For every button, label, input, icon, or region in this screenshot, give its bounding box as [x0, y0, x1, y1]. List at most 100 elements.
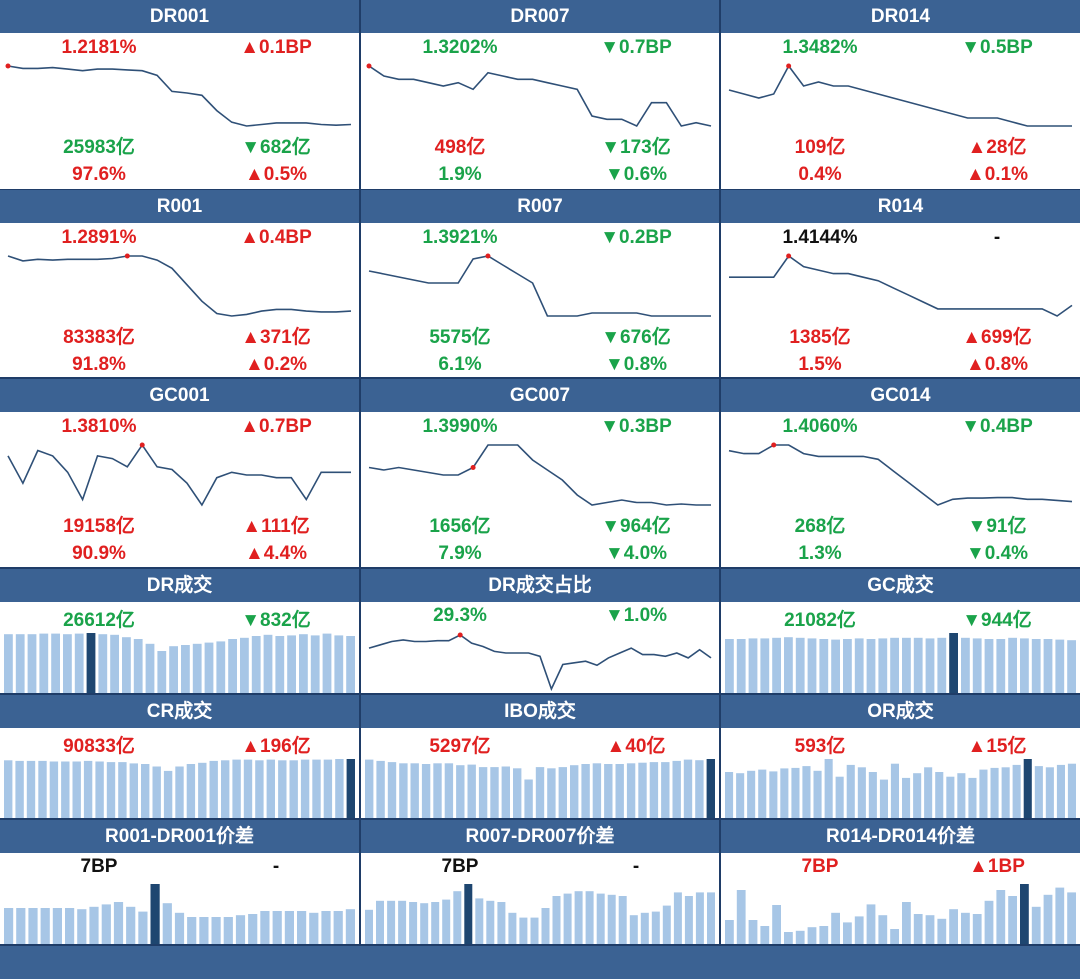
cr_vol-bar — [335, 759, 344, 818]
or_vol-bar — [1067, 763, 1076, 818]
panel-gc001: GC001 1.3810% ▲0.7BP 19158亿 ▲111亿 90.9% ▲4.4% — [0, 379, 359, 567]
dr_vol-bar — [133, 639, 143, 693]
cr_vol-bar — [323, 759, 333, 818]
panel-r001_dr001: R001-DR001价差 7BP - — [0, 820, 359, 944]
r014_dr014-bar — [760, 926, 770, 944]
cr_vol-bar — [4, 760, 13, 818]
rate-value: 1.3990% — [422, 416, 498, 437]
dr_vol-bar — [145, 643, 155, 693]
or_vol-bar — [802, 766, 811, 818]
rate-trend-series-line — [7, 255, 352, 317]
dr_share-series-line — [368, 634, 712, 692]
r014_dr014-bar — [784, 932, 793, 944]
or_vol-bar — [857, 767, 866, 818]
gc_vol-bar — [984, 639, 994, 693]
cr_vol-bar — [118, 762, 127, 818]
gc_vol-bar — [795, 637, 805, 693]
rate-trend-series-line — [368, 65, 712, 128]
r014_dr014-bar — [725, 920, 734, 944]
panel-or_vol: OR成交 593亿 ▲15亿 — [721, 695, 1080, 818]
ibo_vol-bar — [501, 766, 510, 818]
panel-title: R014-DR014价差 — [721, 820, 1080, 853]
panel-title: DR成交 — [0, 569, 359, 602]
r014_dr014-bar — [1067, 892, 1076, 944]
share-value: 1.9% — [438, 164, 482, 185]
or_vol-bar — [758, 769, 767, 818]
gc_vol-bar — [772, 637, 781, 693]
cr_vol-bar — [278, 760, 287, 818]
ibo_vol-bar — [444, 763, 454, 818]
or_vol-bar — [1056, 764, 1065, 818]
cr_vol-bar — [175, 766, 184, 818]
dr_vol-bar — [251, 636, 261, 693]
ibo_vol-bar — [376, 760, 385, 818]
share-value: 0.4% — [798, 164, 842, 185]
ibo_vol-bar — [387, 762, 397, 818]
ibo_vol-bar — [467, 764, 476, 818]
volume-value: 83383亿 — [63, 327, 135, 348]
volume-change: ▲28亿 — [967, 137, 1027, 158]
cr_vol-bar — [61, 761, 70, 818]
or_vol-bar — [979, 769, 988, 818]
panel-title: DR007 — [361, 0, 719, 33]
dr_vol-bar — [287, 635, 296, 693]
rate-trend-chart — [729, 253, 1073, 317]
volume-bar-chart — [4, 759, 355, 818]
panel-title: R007 — [361, 190, 719, 223]
gc_vol-bar — [1008, 637, 1017, 693]
r001_dr001-bar — [345, 909, 355, 944]
dr_vol-bar — [39, 633, 49, 693]
panel-dr001: DR001 1.2181% ▲0.1BP 25983亿 ▼682亿 97.6% ▲0.5% — [0, 0, 359, 189]
r014_dr014-bar — [1020, 884, 1029, 944]
or_vol-bar — [736, 773, 745, 818]
r001_dr001-bar — [101, 904, 111, 944]
or_vol-bar — [824, 759, 833, 818]
panel-r014: R014 1.4144% - 1385亿 ▲699亿 1.5% ▲0.8% — [721, 190, 1080, 377]
volume-bar-chart — [725, 884, 1076, 944]
ibo_vol-bar — [535, 767, 545, 818]
volume-change: ▼676亿 — [601, 327, 671, 348]
share-change: ▼0.8% — [604, 354, 668, 375]
cr_vol-bar — [152, 766, 161, 818]
ibo_vol-bar — [695, 760, 704, 818]
r014_dr014-bar — [972, 914, 982, 944]
main-value: 5297亿 — [429, 736, 491, 757]
dr_vol-bar — [310, 635, 320, 693]
or_vol-bar — [913, 773, 922, 818]
r001_dr001-bar — [248, 914, 258, 944]
r001_dr001-bar — [89, 906, 99, 944]
cr_vol-bar — [83, 760, 93, 818]
volume-change: ▼173亿 — [601, 137, 671, 158]
volume-value: 19158亿 — [63, 516, 135, 537]
rate-trend-chart — [368, 444, 711, 506]
gc_vol-bar — [866, 639, 876, 693]
or_vol-bar — [813, 770, 822, 818]
r001_dr001-bar — [150, 884, 160, 944]
main-value: 7BP — [801, 856, 839, 877]
volume-change: ▼91亿 — [967, 516, 1027, 537]
or_vol-bar — [846, 764, 855, 818]
ibo_vol-bar — [604, 764, 613, 818]
dr_vol-bar — [204, 642, 214, 693]
dr_vol-bar — [86, 633, 96, 693]
share-value: 6.1% — [438, 354, 482, 375]
ibo_vol-bar — [638, 762, 647, 818]
share-value: 1.5% — [798, 354, 842, 375]
r007_dr007-bar — [662, 905, 671, 944]
rate-trend-series-line — [728, 444, 1073, 506]
dr_vol-bar — [4, 634, 13, 693]
or_vol-bar — [835, 776, 844, 818]
r014_dr014-bar — [819, 926, 829, 944]
r001_dr001-bar — [174, 912, 185, 944]
cr_vol-bar — [26, 760, 36, 818]
dr_share-highlight-point — [457, 632, 463, 638]
r007_dr007-bar — [387, 900, 396, 944]
cr_vol-bar — [232, 759, 241, 818]
rate-trend-chart — [728, 442, 1073, 506]
ibo_vol-bar — [490, 767, 499, 818]
r014_dr014-bar — [1031, 906, 1041, 944]
share-value: 90.9% — [72, 543, 126, 564]
gc_vol-bar — [902, 637, 911, 693]
r001_dr001-bar — [4, 908, 14, 944]
volume-change: ▼964亿 — [601, 516, 671, 537]
